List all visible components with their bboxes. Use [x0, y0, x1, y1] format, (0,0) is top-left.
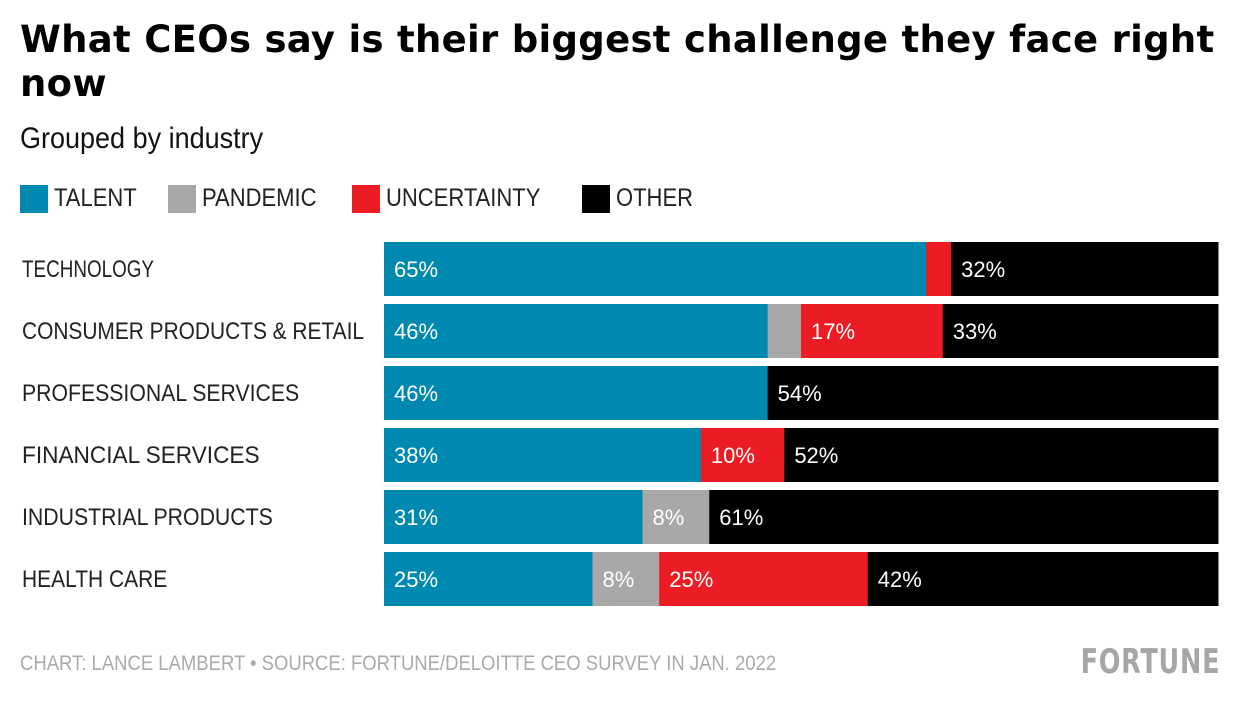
value-label-consumer-products-retail-talent: 46% [394, 319, 438, 344]
bar-professional-services-other [767, 366, 1219, 420]
legend-swatch-other [581, 184, 610, 213]
value-label-financial-services-uncertainty: 10% [711, 443, 755, 468]
bar-health-care-uncertainty [659, 552, 869, 606]
value-label-professional-services-talent: 46% [394, 381, 438, 406]
value-label-financial-services-talent: 38% [394, 443, 438, 468]
legend-label-talent: TALENT [54, 184, 137, 212]
bar-technology-uncertainty [926, 242, 952, 296]
value-label-health-care-other: 42% [878, 567, 922, 592]
chart-title: What CEOs say is their biggest challenge… [20, 18, 1215, 105]
bar-technology-other [951, 242, 1219, 296]
bar-health-care-other [867, 552, 1219, 606]
bar-financial-services-uncertainty [700, 428, 785, 482]
bar-industrial-products-talent [384, 490, 644, 544]
value-label-health-care-talent: 25% [394, 567, 438, 592]
source-note: CHART: LANCE LAMBERT • SOURCE: FORTUNE/D… [20, 652, 777, 675]
category-label-technology: TECHNOLOGY [22, 256, 154, 283]
value-label-consumer-products-retail-other: 33% [953, 319, 997, 344]
value-label-professional-services-other: 54% [778, 381, 822, 406]
bar-industrial-products-pandemic [642, 490, 710, 544]
legend-swatch-uncertainty [352, 184, 381, 213]
legend-item-other: OTHER [581, 184, 704, 213]
value-label-technology-other: 32% [961, 257, 1005, 282]
bar-industrial-products-other [709, 490, 1219, 544]
bar-consumer-products-retail-other [942, 304, 1219, 358]
value-label-health-care-uncertainty: 25% [669, 567, 713, 592]
legend-swatch-talent [20, 184, 48, 213]
bar-technology-talent [384, 242, 927, 296]
value-label-industrial-products-other: 61% [719, 505, 763, 530]
legend-item-talent: TALENT [20, 184, 148, 213]
value-label-technology-talent: 65% [394, 257, 438, 282]
bar-consumer-products-retail-uncertainty [801, 304, 944, 358]
category-label-professional-services: PROFESSIONAL SERVICES [22, 380, 299, 407]
bar-consumer-products-retail-pandemic [767, 304, 802, 358]
value-label-industrial-products-pandemic: 8% [653, 505, 685, 530]
bar-health-care-pandemic [592, 552, 660, 606]
bar-financial-services-other [784, 428, 1219, 482]
legend-item-pandemic: PANDEMIC [168, 184, 332, 213]
legend: TALENT PANDEMIC UNCERTAINTY OTHER [20, 184, 723, 213]
value-label-industrial-products-talent: 31% [394, 505, 438, 530]
bar-professional-services-talent [384, 366, 769, 420]
chart-subtitle: Grouped by industry [20, 122, 264, 155]
legend-label-pandemic: PANDEMIC [202, 184, 317, 212]
legend-label-other: OTHER [615, 184, 693, 212]
category-label-financial-services: FINANCIAL SERVICES [22, 442, 260, 469]
bar-consumer-products-retail-talent [384, 304, 769, 358]
legend-item-uncertainty: UNCERTAINTY [352, 184, 561, 213]
category-label-industrial-products: INDUSTRIAL PRODUCTS [22, 504, 273, 531]
value-label-consumer-products-retail-uncertainty: 17% [811, 319, 855, 344]
category-label-health-care: HEALTH CARE [22, 566, 167, 593]
legend-label-uncertainty: UNCERTAINTY [386, 184, 541, 212]
legend-swatch-pandemic [168, 184, 196, 213]
fortune-logo: FORTUNE [1080, 642, 1220, 682]
category-label-consumer-products-retail: CONSUMER PRODUCTS & RETAIL [22, 318, 364, 345]
bar-health-care-talent [384, 552, 593, 606]
value-label-health-care-pandemic: 8% [603, 567, 635, 592]
bar-financial-services-talent [384, 428, 702, 482]
value-label-financial-services-other: 52% [794, 443, 838, 468]
